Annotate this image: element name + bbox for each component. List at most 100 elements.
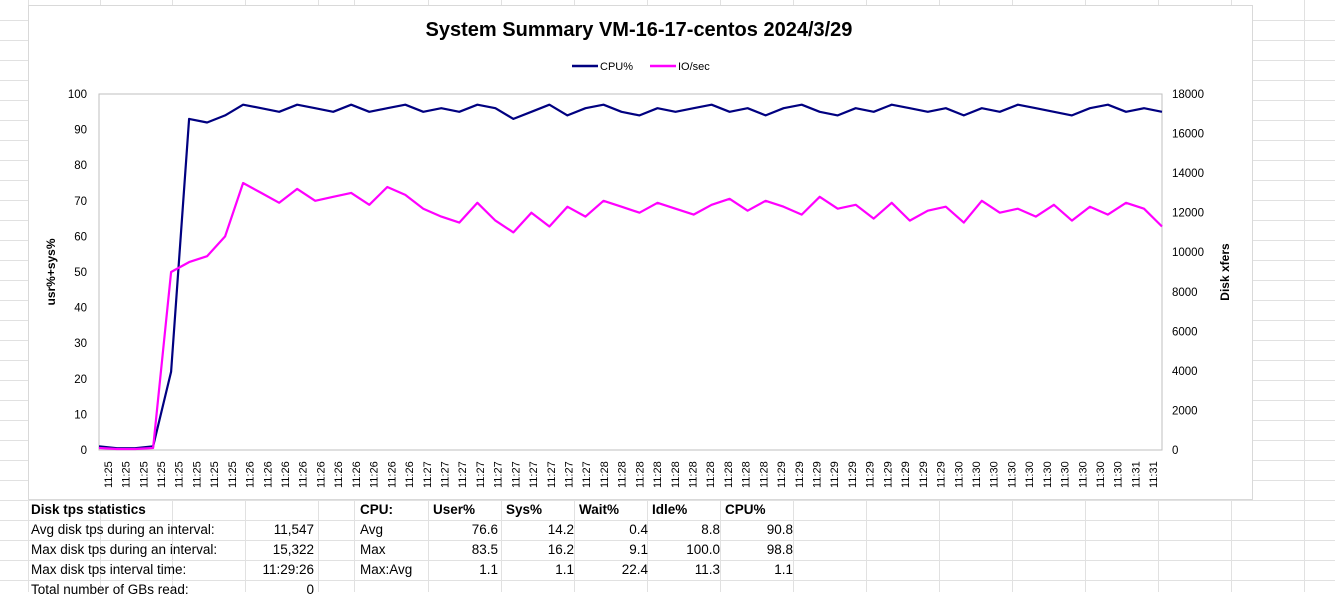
x-tick-label: 11:27 <box>528 461 540 488</box>
chart-area[interactable]: System Summary VM-16-17-centos 2024/3/29… <box>28 5 1253 500</box>
cpu-cell[interactable]: 22.4 <box>621 562 648 577</box>
cpu-row-label[interactable]: Avg <box>360 522 384 537</box>
disk-row-value[interactable]: 0 <box>306 582 314 597</box>
cpu-cell[interactable]: 100.0 <box>686 542 720 557</box>
x-tick-label: 11:29 <box>847 461 859 488</box>
x-tick-label: 11:25 <box>191 461 203 488</box>
cpu-cell[interactable]: 90.8 <box>766 522 793 537</box>
x-tick-label: 11:27 <box>546 461 558 488</box>
cpu-cell[interactable]: 98.8 <box>766 542 793 557</box>
x-tick-label: 11:28 <box>670 461 682 488</box>
y-tick-label: 50 <box>74 267 87 279</box>
x-tick-label: 11:31 <box>1130 461 1142 488</box>
x-tick-label: 11:28 <box>741 461 753 488</box>
x-tick-label: 11:28 <box>599 461 611 488</box>
x-tick-label: 11:27 <box>581 461 593 488</box>
cpu-row-label[interactable]: Max <box>360 542 386 557</box>
x-tick-label: 11:27 <box>510 461 522 488</box>
x-tick-label: 11:28 <box>758 461 770 488</box>
x-tick-label: 11:29 <box>812 461 824 488</box>
x-tick-label: 11:25 <box>103 461 115 488</box>
y-tick-label: 40 <box>74 303 87 315</box>
series-line-cpu <box>98 103 1163 450</box>
x-tick-label: 11:30 <box>971 461 983 488</box>
y2-tick-label: 10000 <box>1172 247 1204 259</box>
cpu-cell[interactable]: 16.2 <box>547 542 574 557</box>
cpu-cell[interactable]: 76.6 <box>471 522 498 537</box>
cpu-header-wait[interactable]: Wait% <box>579 502 619 517</box>
y-tick-label: 80 <box>74 160 87 172</box>
chart-title: System Summary VM-16-17-centos 2024/3/29 <box>426 19 853 41</box>
x-tick-label: 11:30 <box>1024 461 1036 488</box>
x-tick-label: 11:28 <box>617 461 629 488</box>
x-tick-label: 11:26 <box>245 461 257 488</box>
disk-row-value[interactable]: 11:29:26 <box>262 562 314 577</box>
disk-row-label[interactable]: Total number of GBs read: <box>31 582 189 597</box>
x-tick-label: 11:30 <box>1095 461 1107 488</box>
x-tick-label: 11:29 <box>936 461 948 488</box>
x-tick-label: 11:29 <box>776 461 788 488</box>
x-tick-label: 11:30 <box>1006 461 1018 488</box>
cpu-header-user[interactable]: User% <box>433 502 476 517</box>
x-tick-label: 11:27 <box>457 461 469 488</box>
cpu-cell[interactable]: 1.1 <box>555 562 574 577</box>
x-tick-label: 11:29 <box>882 461 894 488</box>
y-tick-label: 60 <box>74 231 87 243</box>
x-tick-label: 11:26 <box>315 461 327 488</box>
cpu-cell[interactable]: 83.5 <box>471 542 498 557</box>
x-tick-label: 11:25 <box>209 461 221 488</box>
cpu-cell[interactable]: 9.1 <box>629 542 648 557</box>
disk-row-label[interactable]: Max disk tps during an interval: <box>31 542 218 557</box>
cpu-cell[interactable]: 0.4 <box>629 522 648 537</box>
x-tick-label: 11:28 <box>723 461 735 488</box>
y-tick-label: 20 <box>74 374 87 386</box>
x-tick-label: 11:30 <box>1060 461 1072 488</box>
disk-row-label[interactable]: Avg disk tps during an interval: <box>31 522 215 537</box>
disk-stats-title[interactable]: Disk tps statistics <box>31 502 146 517</box>
cpu-header-idle[interactable]: Idle% <box>652 502 688 517</box>
y2-tick-label: 6000 <box>1172 326 1198 338</box>
x-tick-label: 11:26 <box>262 461 274 488</box>
disk-row-value[interactable]: 15,322 <box>272 542 314 557</box>
y-tick-label: 70 <box>74 196 87 208</box>
x-tick-label: 11:25 <box>138 461 150 488</box>
y-tick-label: 0 <box>81 445 87 457</box>
cpu-cell[interactable]: 1.1 <box>479 562 498 577</box>
x-tick-label: 11:29 <box>900 461 912 488</box>
x-tick-label: 11:27 <box>439 461 451 488</box>
y2-tick-label: 0 <box>1172 445 1178 457</box>
y-tick-label: 100 <box>68 89 87 101</box>
x-tick-label: 11:25 <box>174 461 186 488</box>
cpu-cell[interactable]: 14.2 <box>547 522 574 537</box>
x-tick-label: 11:27 <box>493 461 505 488</box>
disk-row-value[interactable]: 11,547 <box>273 522 314 537</box>
x-tick-label: 11:26 <box>369 461 381 488</box>
x-tick-label: 11:28 <box>634 461 646 488</box>
y2-axis-title: Disk xfers <box>1218 243 1232 301</box>
y2-tick-label: 4000 <box>1172 366 1198 378</box>
x-tick-label: 11:27 <box>563 461 575 488</box>
x-tick-label: 11:30 <box>989 461 1001 488</box>
cpu-cell[interactable]: 8.8 <box>701 522 720 537</box>
cpu-header-label[interactable]: CPU: <box>360 502 393 517</box>
x-tick-label: 11:26 <box>298 461 310 488</box>
y-axis-title: usr%+sys% <box>44 238 58 305</box>
cpu-cell[interactable]: 1.1 <box>774 562 793 577</box>
cpu-header-cpu[interactable]: CPU% <box>725 502 766 517</box>
x-tick-label: 11:29 <box>829 461 841 488</box>
x-tick-label: 11:26 <box>333 461 345 488</box>
x-tick-label: 11:25 <box>156 461 168 488</box>
plot-frame <box>98 93 1163 451</box>
cpu-cell[interactable]: 11.3 <box>694 562 720 577</box>
legend-label: IO/sec <box>678 61 710 73</box>
y2-tick-label: 18000 <box>1172 89 1204 101</box>
y-tick-label: 10 <box>74 409 87 421</box>
cpu-row-label[interactable]: Max:Avg <box>360 562 413 577</box>
cpu-header-sys[interactable]: Sys% <box>506 502 543 517</box>
x-tick-label: 11:30 <box>1077 461 1089 488</box>
disk-row-label[interactable]: Max disk tps interval time: <box>31 562 187 577</box>
y2-tick-label: 14000 <box>1172 168 1204 180</box>
y-tick-label: 30 <box>74 338 87 350</box>
y2-tick-label: 16000 <box>1172 129 1204 141</box>
x-tick-label: 11:28 <box>705 461 717 488</box>
